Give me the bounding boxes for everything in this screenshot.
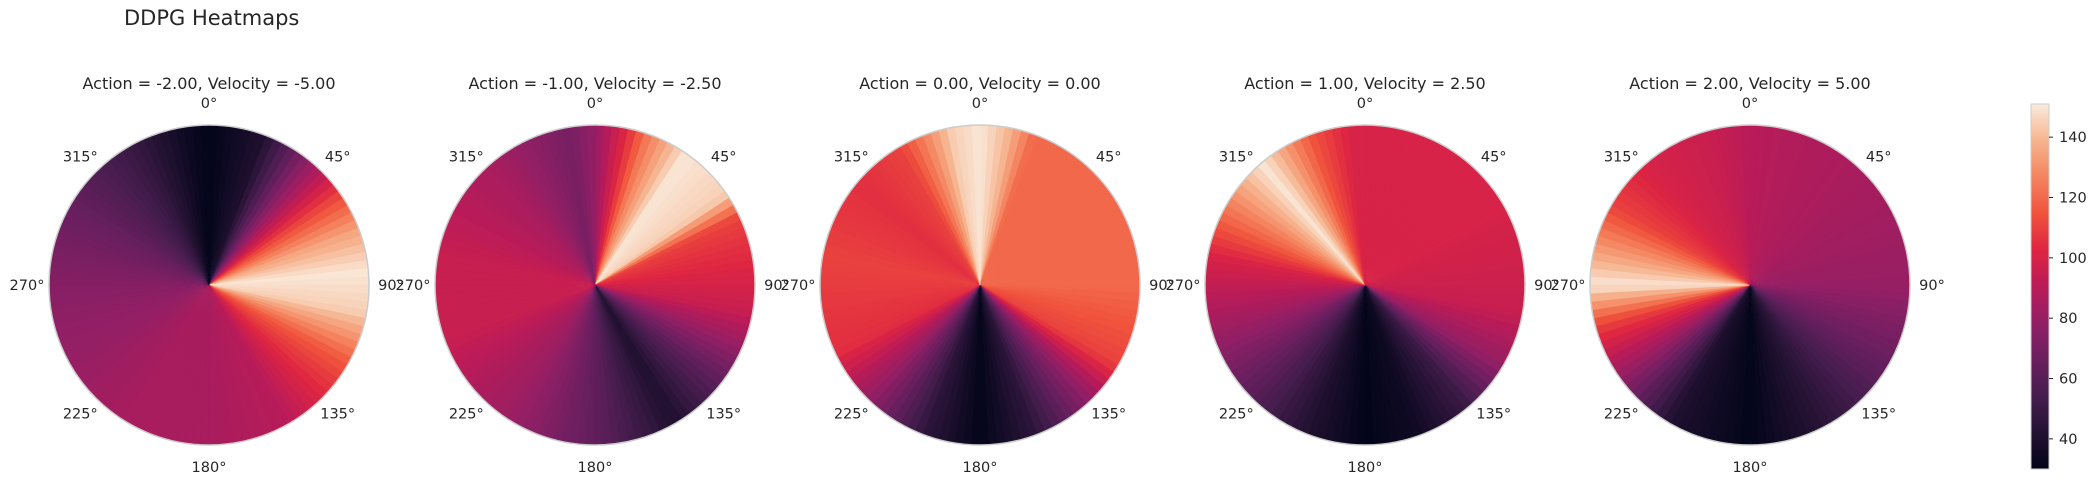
theta-tick-label: 135°	[706, 407, 741, 423]
colorbar-tick-label: 100	[2059, 251, 2087, 267]
theta-tick-label: 270°	[1166, 278, 1201, 294]
colorbar: 40 60 80 100 120 140	[2030, 103, 2087, 470]
theta-tick-label: 45°	[1866, 149, 1892, 165]
theta-tick-label: 135°	[320, 407, 355, 423]
polar-panel-1: Action = -2.00, Velocity = -5.00 0° 45° 90°…	[10, 74, 404, 476]
colorbar-tick-label: 120	[2059, 191, 2087, 207]
theta-tick-label: 180°	[963, 460, 998, 476]
theta-tick-label: 225°	[63, 407, 98, 423]
colorbar-gradient	[2030, 103, 2050, 470]
polar-frame	[1589, 124, 1911, 446]
theta-tick-label: 45°	[1481, 149, 1507, 165]
polar-frame	[48, 124, 370, 446]
theta-tick-label: 180°	[1733, 460, 1768, 476]
theta-tick-label: 0°	[1357, 96, 1373, 112]
theta-tick-label: 45°	[1096, 149, 1122, 165]
polar-frame	[434, 124, 756, 446]
theta-tick-label: 180°	[1348, 460, 1383, 476]
theta-tick-label: 180°	[192, 460, 227, 476]
colorbar-tick-label: 140	[2059, 130, 2087, 146]
theta-tick-label: 225°	[1604, 407, 1639, 423]
polar-panel-5: Action = 2.00, Velocity = 5.00 0° 45° 90° 13…	[1551, 74, 1945, 476]
theta-tick-label: 90°	[1149, 278, 1175, 294]
theta-tick-label: 90°	[764, 278, 790, 294]
theta-tick-label: 225°	[1219, 407, 1254, 423]
theta-tick-label: 0°	[201, 96, 217, 112]
theta-tick-label: 90°	[1919, 278, 1945, 294]
theta-tick-label: 0°	[587, 96, 603, 112]
colorbar-tick-label: 40	[2059, 432, 2077, 448]
theta-tick-label: 0°	[1742, 96, 1758, 112]
theta-tick-label: 0°	[972, 96, 988, 112]
theta-tick-label: 45°	[325, 149, 351, 165]
theta-tick-label: 270°	[396, 278, 431, 294]
polar-panel-2: Action = -1.00, Velocity = -2.50 0° 45° 90°…	[396, 74, 790, 476]
theta-tick-label: 315°	[1219, 149, 1254, 165]
panel-title: Action = 0.00, Velocity = 0.00	[859, 74, 1100, 93]
theta-tick-label: 270°	[781, 278, 816, 294]
theta-tick-label: 45°	[711, 149, 737, 165]
panel-title: Action = -2.00, Velocity = -5.00	[83, 74, 336, 93]
polar-frame	[1204, 124, 1526, 446]
colorbar-tick-label: 80	[2059, 311, 2077, 327]
theta-tick-label: 225°	[834, 407, 869, 423]
theta-tick-label: 90°	[1534, 278, 1560, 294]
polar-panel-4: Action = 1.00, Velocity = 2.50 0° 45° 90° 13…	[1166, 74, 1560, 476]
colorbar-tick-label: 60	[2059, 372, 2077, 388]
theta-tick-label: 315°	[1604, 149, 1639, 165]
panel-title: Action = 1.00, Velocity = 2.50	[1244, 74, 1485, 93]
theta-tick-label: 225°	[449, 407, 484, 423]
theta-tick-label: 270°	[1551, 278, 1586, 294]
theta-tick-label: 135°	[1476, 407, 1511, 423]
theta-tick-label: 315°	[834, 149, 869, 165]
panel-title: Action = -1.00, Velocity = -2.50	[469, 74, 722, 93]
polar-frame	[819, 124, 1141, 446]
theta-tick-label: 315°	[63, 149, 98, 165]
figure-title: DDPG Heatmaps	[124, 6, 300, 30]
theta-tick-label: 135°	[1091, 407, 1126, 423]
polar-panel-3: Action = 0.00, Velocity = 0.00 0° 45° 90° 13…	[781, 74, 1175, 476]
theta-tick-label: 90°	[378, 278, 404, 294]
panel-title: Action = 2.00, Velocity = 5.00	[1629, 74, 1870, 93]
theta-tick-label: 270°	[10, 278, 45, 294]
theta-tick-label: 315°	[449, 149, 484, 165]
theta-tick-label: 135°	[1861, 407, 1896, 423]
theta-tick-label: 180°	[578, 460, 613, 476]
